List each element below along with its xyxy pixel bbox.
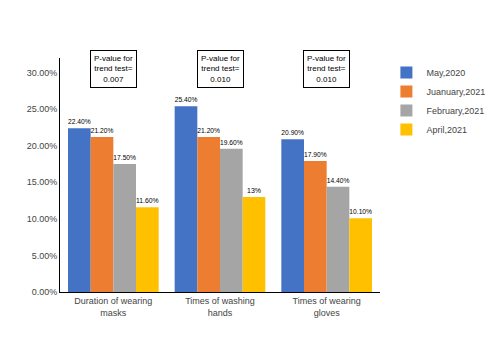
svg-text:22.40%: 22.40% xyxy=(68,118,91,125)
svg-text:13%: 13% xyxy=(247,187,261,194)
svg-text:21.20%: 21.20% xyxy=(91,127,114,134)
svg-text:21.20%: 21.20% xyxy=(197,127,220,134)
svg-text:17.50%: 17.50% xyxy=(113,154,136,161)
svg-text:Times of wearinggloves: Times of wearinggloves xyxy=(293,296,361,318)
svg-text:Times of washinghands: Times of washinghands xyxy=(185,296,255,318)
svg-text:30.00%: 30.00% xyxy=(27,68,58,78)
svg-text:17.90%: 17.90% xyxy=(304,151,327,158)
svg-text:May,2020: May,2020 xyxy=(426,68,465,78)
svg-text:P-value fortrend test=0.010: P-value fortrend test=0.010 xyxy=(201,54,240,84)
svg-text:Duration of wearingmasks: Duration of wearingmasks xyxy=(74,296,152,318)
svg-text:10.00%: 10.00% xyxy=(27,214,58,224)
svg-text:10.10%: 10.10% xyxy=(349,208,372,215)
svg-text:20.00%: 20.00% xyxy=(27,141,58,151)
svg-text:5.00%: 5.00% xyxy=(32,251,58,261)
svg-text:25.00%: 25.00% xyxy=(27,104,58,114)
svg-text:15.00%: 15.00% xyxy=(27,177,58,187)
svg-text:P-value fortrend test=0.007: P-value fortrend test=0.007 xyxy=(94,54,133,84)
svg-text:14.40%: 14.40% xyxy=(327,177,350,184)
svg-text:February,2021: February,2021 xyxy=(426,106,484,116)
svg-text:Juanuary,2021: Juanuary,2021 xyxy=(426,87,485,97)
svg-text:April,2021: April,2021 xyxy=(426,125,467,135)
svg-text:11.60%: 11.60% xyxy=(136,197,159,204)
svg-text:20.90%: 20.90% xyxy=(281,129,304,136)
svg-text:0.00%: 0.00% xyxy=(32,287,58,297)
svg-text:P-value fortrend test=0.010: P-value fortrend test=0.010 xyxy=(307,54,346,84)
svg-text:19.60%: 19.60% xyxy=(220,139,243,146)
svg-text:25.40%: 25.40% xyxy=(175,96,198,103)
